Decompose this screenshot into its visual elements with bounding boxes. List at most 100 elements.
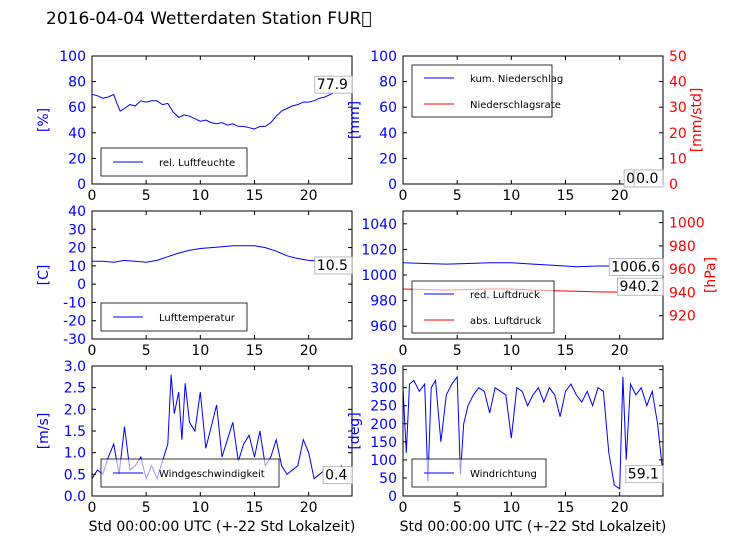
precipitation-xtick-label: 0	[399, 188, 408, 204]
precipitation-ytick-label: 40	[379, 126, 397, 142]
humidity-plot-frame	[91, 55, 353, 185]
windspeed-xtick-label: 5	[142, 500, 151, 516]
precipitation-ytick-right-label: 40	[669, 75, 687, 91]
winddirection-last-value-box	[625, 465, 664, 484]
temperature-ylabel: [C]	[36, 265, 52, 286]
windspeed-xlabel: Std 00:00:00 UTC (+-22 Std Lokalzeit)	[89, 519, 356, 535]
precipitation-legend-box	[411, 64, 553, 118]
windspeed-xtick-label: 15	[246, 500, 264, 516]
humidity-xtick-label: 0	[88, 188, 97, 204]
temperature-ytick-label: -30	[63, 332, 86, 348]
precipitation-xtick-label: 15	[557, 188, 575, 204]
pressure-ytick-label: 1000	[361, 268, 397, 284]
winddirection-ytick-label: 150	[370, 435, 397, 451]
windspeed-last-value-box	[322, 466, 353, 485]
pressure-last-value: 1006.6	[611, 260, 660, 276]
windspeed-xtick-label: 0	[88, 500, 97, 516]
pressure-ytick-label: 960	[370, 319, 397, 335]
pressure-xtick-label: 0	[399, 343, 408, 359]
precipitation-legend-label: kum. Niederschlag	[470, 74, 563, 85]
winddirection-series-0	[402, 375, 664, 490]
winddirection-ylabel: [deg]	[347, 412, 363, 449]
humidity-last-value: 77.9	[317, 77, 348, 93]
temperature-ytick-label: 0	[77, 277, 86, 293]
temperature-ytick-label: 10	[68, 259, 86, 275]
temperature-legend-label: Lufttemperatur	[159, 313, 236, 324]
precipitation-legend-label: Niederschlagsrate	[470, 100, 561, 111]
windspeed-xtick-label: 20	[300, 500, 318, 516]
temperature-xtick-label: 10	[191, 343, 209, 359]
precipitation-ytick-right-label: 50	[669, 49, 687, 65]
pressure-last-value-right: 940.2	[620, 279, 660, 295]
precipitation-ytick-label: 60	[379, 100, 397, 116]
precipitation-ytick-label: 100	[370, 49, 397, 65]
windspeed-ytick-label: 0.0	[64, 489, 86, 505]
pressure-xtick-label: 5	[453, 343, 462, 359]
precipitation-last-value-right-box	[633, 169, 664, 188]
temperature-series-0	[92, 245, 353, 266]
pressure-ytick-right-label: 920	[669, 309, 696, 325]
pressure-xtick-label: 15	[557, 343, 575, 359]
humidity-ytick-label: 40	[68, 126, 86, 142]
winddirection-xtick-label: 0	[399, 500, 408, 516]
humidity-xtick-label: 10	[191, 188, 209, 204]
pressure-ytick-label: 1040	[361, 217, 397, 233]
precipitation-xtick-label: 5	[453, 188, 462, 204]
windspeed-ytick-label: 2.0	[64, 402, 86, 418]
humidity-legend-label: rel. Luftfeuchte	[159, 158, 235, 169]
windspeed-xtick-label: 10	[191, 500, 209, 516]
windspeed-ytick-label: 3.0	[64, 359, 86, 375]
pressure-legend-label: red. Luftdruck	[470, 290, 540, 301]
temperature-ytick-label: -10	[63, 295, 86, 311]
humidity-xtick-label: 15	[246, 188, 264, 204]
winddirection-ytick-label: 200	[370, 417, 397, 433]
winddirection-xtick-label: 5	[453, 500, 462, 516]
pressure-ylabel-right: [hPa]	[703, 257, 719, 293]
winddirection-xlabel: Std 00:00:00 UTC (+-22 Std Lokalzeit)	[400, 519, 667, 535]
temperature-ytick-label: -20	[63, 314, 86, 330]
winddirection-ytick-label: 0	[388, 489, 397, 505]
pressure-ytick-label: 1020	[361, 242, 397, 258]
precipitation-xtick-label: 10	[502, 188, 520, 204]
pressure-xtick-label: 10	[502, 343, 520, 359]
winddirection-ytick-label: 250	[370, 399, 397, 415]
temperature-xtick-label: 20	[300, 343, 318, 359]
precipitation-plot-frame	[402, 55, 664, 185]
windspeed-ytick-label: 1.5	[64, 424, 86, 440]
precipitation-last-value-right: 0.0	[636, 171, 658, 187]
pressure-last-value-right-box	[617, 277, 664, 296]
precipitation-xtick-label: 20	[611, 188, 629, 204]
winddirection-xtick-label: 10	[502, 500, 520, 516]
temperature-ytick-label: 20	[68, 241, 86, 257]
precipitation-ytick-label: 0	[388, 177, 397, 193]
humidity-ytick-label: 100	[59, 49, 86, 65]
precipitation-ytick-label: 80	[379, 75, 397, 91]
windspeed-ytick-label: 0.5	[64, 467, 86, 483]
winddirection-ytick-label: 100	[370, 453, 397, 469]
precipitation-ytick-right-label: 10	[669, 151, 687, 167]
humidity-ytick-label: 0	[77, 177, 86, 193]
temperature-ytick-label: 30	[68, 222, 86, 238]
pressure-xtick-label: 20	[611, 343, 629, 359]
pressure-ytick-right-label: 980	[669, 239, 696, 255]
pressure-legend-label: abs. Luftdruck	[470, 316, 541, 327]
humidity-series-0	[91, 83, 353, 130]
humidity-xtick-label: 20	[300, 188, 318, 204]
precipitation-ytick-right-label: 30	[669, 100, 687, 116]
humidity-ytick-label: 20	[68, 151, 86, 167]
winddirection-ytick-label: 350	[370, 363, 397, 379]
temperature-last-value-box	[314, 256, 353, 275]
winddirection-xtick-label: 15	[557, 500, 575, 516]
pressure-ytick-right-label: 960	[669, 262, 696, 278]
humidity-last-value-box	[314, 75, 353, 94]
temperature-xtick-label: 15	[246, 343, 264, 359]
pressure-ytick-right-label: 1000	[669, 216, 705, 232]
precipitation-ytick-right-label: 20	[669, 126, 687, 142]
windspeed-ytick-label: 1.0	[64, 446, 86, 462]
pressure-legend-box	[411, 280, 555, 334]
figure-title: 2016-04-04 Wetterdaten Station FUR 	[46, 9, 372, 29]
humidity-xtick-label: 5	[142, 188, 151, 204]
pressure-ytick-label: 980	[370, 294, 397, 310]
windspeed-legend-label: Windgeschwindigkeit	[159, 469, 265, 480]
